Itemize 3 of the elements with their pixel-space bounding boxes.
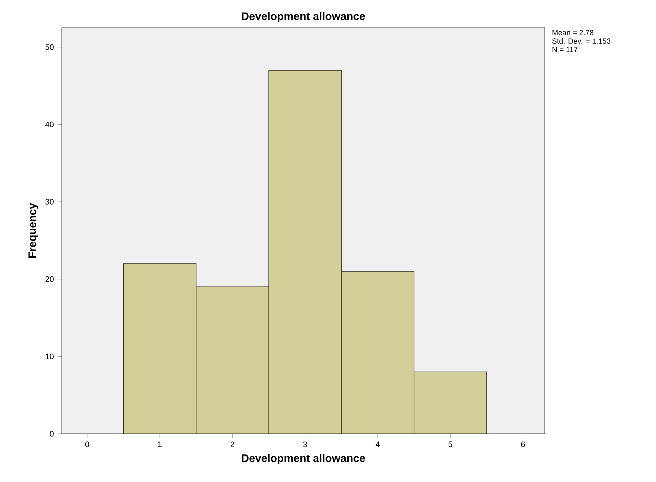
y-axis-title: Frequency [28, 203, 39, 258]
chart-title: Development allowance [242, 12, 366, 22]
x-axis-title: Development allowance [242, 454, 366, 464]
